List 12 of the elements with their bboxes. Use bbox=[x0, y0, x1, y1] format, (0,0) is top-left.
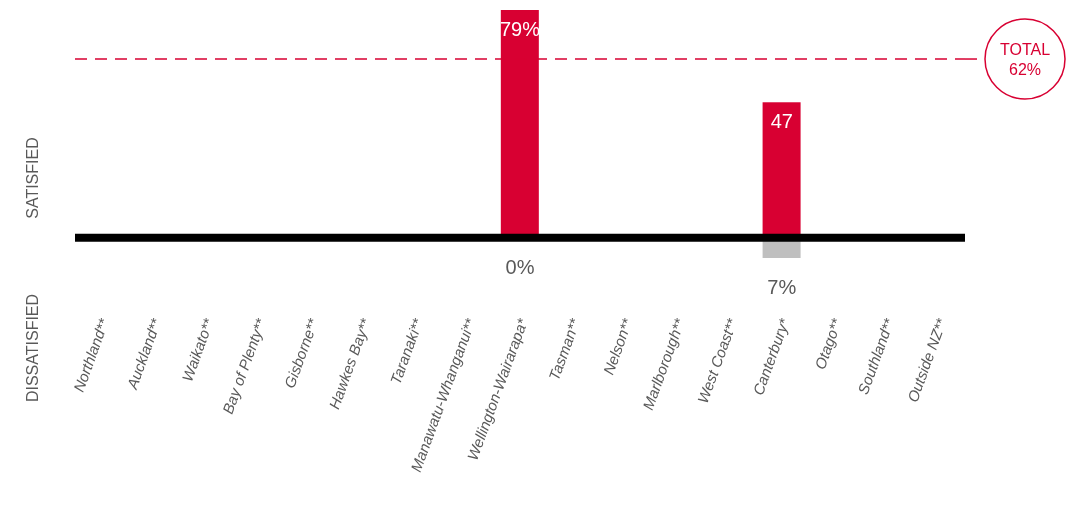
x-tick-label: Otago** bbox=[810, 315, 846, 372]
text: DISSATISFIED bbox=[24, 293, 42, 403]
data-label: 7% bbox=[767, 276, 797, 298]
x-tick-label: Outside NZ** bbox=[903, 315, 951, 405]
x-tick-label: West Coast** bbox=[693, 315, 741, 406]
data-label: 47 bbox=[770, 110, 793, 133]
data-label: 0% bbox=[505, 255, 535, 278]
x-tick-label: Bay of Plenty** bbox=[218, 315, 270, 417]
y-axis-title: SATISFIED bbox=[24, 137, 42, 219]
x-tick-label: Nelson** bbox=[599, 315, 636, 377]
ref-line-label: TOTAL 62% bbox=[999, 41, 1051, 79]
data-label: 79% bbox=[499, 18, 541, 40]
